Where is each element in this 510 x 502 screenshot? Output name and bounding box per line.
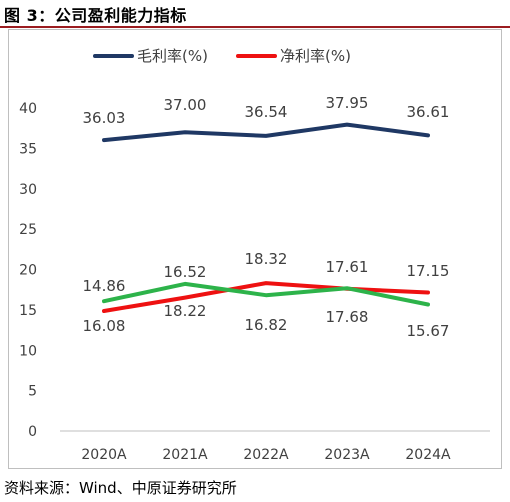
data-label: 17.61: [326, 258, 369, 276]
data-label: 14.86: [83, 277, 126, 295]
data-label: 18.32: [245, 250, 288, 268]
data-label: 15.67: [407, 322, 450, 340]
data-label: 37.95: [326, 94, 369, 112]
y-tick-label: 30: [19, 182, 37, 198]
y-axis: 0 5 10 15 20 25 30 35 40: [19, 101, 37, 440]
data-label: 17.15: [407, 262, 450, 280]
x-tick-label: 2024A: [405, 447, 451, 463]
y-tick-label: 10: [19, 343, 37, 359]
data-label: 36.61: [407, 103, 450, 121]
series-lines: [102, 122, 430, 313]
data-label: 36.03: [83, 109, 126, 127]
series-line: [102, 281, 430, 313]
data-label: 16.52: [164, 263, 207, 281]
y-tick-label: 25: [19, 222, 37, 238]
x-axis: 2020A 2021A 2022A 2023A 2024A: [60, 430, 490, 463]
source-note: 资料来源：Wind、中原证券研究所: [4, 479, 237, 497]
y-tick-label: 0: [28, 424, 37, 440]
legend-label: 毛利率(%): [137, 47, 208, 65]
legend: 毛利率(%) 净利率(%): [93, 47, 351, 65]
data-label: 37.00: [164, 96, 207, 114]
data-label: 16.08: [83, 317, 126, 335]
figure-title: 图 3：公司盈利能力指标: [4, 6, 187, 25]
title-rule: [0, 26, 510, 28]
series-line: [102, 281, 430, 307]
y-tick-label: 20: [19, 263, 37, 279]
data-label: 16.82: [245, 316, 288, 334]
y-tick-label: 15: [19, 303, 37, 319]
x-tick-label: 2020A: [81, 447, 127, 463]
x-tick-label: 2022A: [243, 447, 289, 463]
data-labels: 36.03 37.00 36.54 37.95 36.61 14.86 16.52 18.32…: [83, 94, 450, 340]
series-line: [102, 122, 430, 143]
data-label: 18.22: [164, 302, 207, 320]
y-tick-label: 40: [19, 101, 37, 117]
legend-label: 净利率(%): [280, 47, 351, 65]
data-label: 17.68: [326, 308, 369, 326]
y-tick-label: 5: [28, 384, 37, 400]
x-tick-label: 2023A: [324, 447, 370, 463]
y-tick-label: 35: [19, 141, 37, 157]
chart-frame: [8, 29, 502, 469]
data-label: 36.54: [245, 103, 288, 121]
x-tick-label: 2021A: [162, 447, 208, 463]
